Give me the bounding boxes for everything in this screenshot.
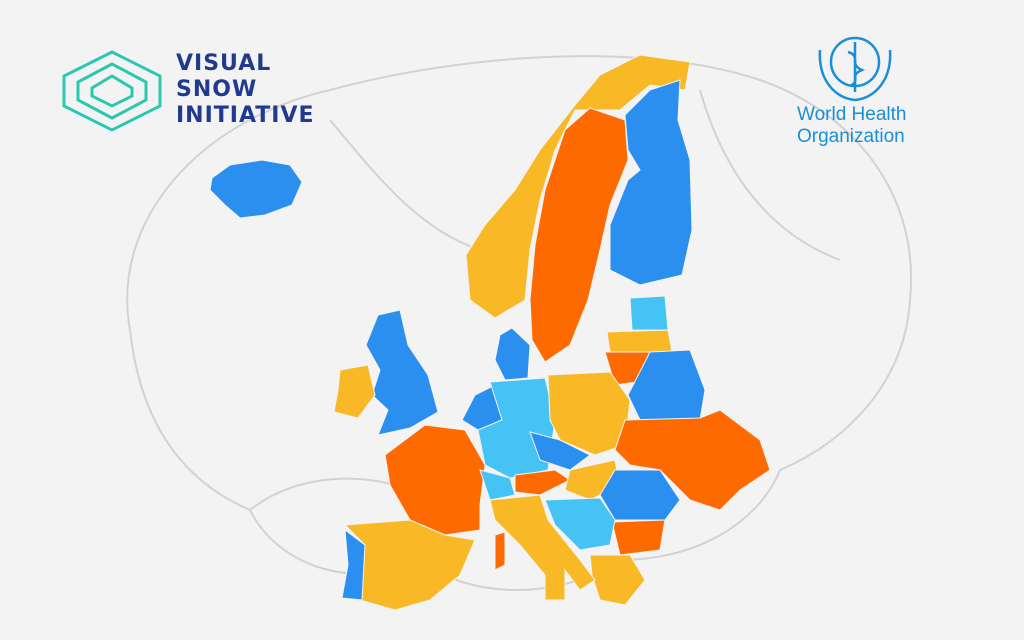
switzerland: [479, 469, 516, 501]
czechia: [529, 431, 591, 471]
who-line: World Health: [797, 104, 906, 125]
corsica-sardinia: [494, 531, 506, 571]
brain-outline: [126, 55, 913, 591]
ireland: [333, 364, 376, 419]
who-emblem: [818, 36, 892, 102]
greece: [589, 554, 646, 606]
bulgaria: [611, 519, 666, 556]
vsi-line: VISUAL: [176, 51, 271, 76]
balkans: [544, 497, 616, 551]
austria: [514, 469, 571, 496]
norway: [465, 54, 691, 319]
france: [384, 424, 486, 536]
latvia: [606, 329, 673, 353]
vsi-line: SNOW: [176, 77, 257, 102]
denmark: [494, 327, 531, 381]
vsi-line: INITIATIVE: [176, 103, 315, 128]
italy: [489, 494, 596, 601]
europe-map: [209, 54, 771, 611]
iceland: [209, 159, 303, 219]
uk: [365, 309, 439, 436]
estonia: [629, 295, 669, 331]
portugal: [341, 528, 366, 601]
finland: [609, 79, 693, 286]
poland: [547, 371, 631, 456]
who-line: Organization: [797, 126, 905, 147]
ukraine: [614, 409, 771, 511]
sweden: [529, 107, 629, 363]
vsi-emblem: [62, 50, 162, 132]
